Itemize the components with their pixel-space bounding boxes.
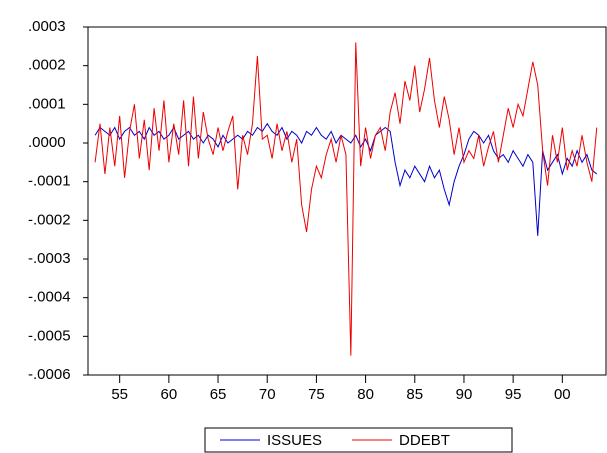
x-tick-label: 65 [210, 386, 227, 403]
x-tick-label: 75 [308, 386, 325, 403]
x-tick-label: 95 [505, 386, 522, 403]
y-tick-label: -.0005 [28, 327, 71, 344]
y-tick-label: -.0004 [28, 289, 71, 306]
x-tick-label: 85 [406, 386, 423, 403]
y-tick-label: -.0003 [28, 250, 71, 267]
y-tick-label: .0001 [28, 95, 66, 112]
series-line [94, 42, 598, 356]
x-tick-label: 60 [161, 386, 178, 403]
x-tick-label: 00 [554, 386, 571, 403]
x-tick-label: 55 [111, 386, 128, 403]
legend-label: DDEBT [399, 432, 450, 449]
legend: ISSUES DDEBT [204, 427, 513, 453]
y-tick-label: -.0006 [28, 366, 71, 383]
y-tick-label: .0002 [28, 57, 66, 74]
legend-label: ISSUES [267, 432, 322, 449]
series-line [94, 122, 598, 236]
x-tick-label: 90 [456, 386, 473, 403]
x-tick-label: 80 [357, 386, 374, 403]
x-tick-label: 70 [259, 386, 276, 403]
y-tick-label: -.0002 [28, 211, 71, 228]
y-tick-label: .0000 [28, 134, 66, 151]
plot-frame [87, 26, 607, 376]
y-tick-label: -.0001 [28, 173, 71, 190]
y-tick-label: .0003 [28, 18, 66, 35]
